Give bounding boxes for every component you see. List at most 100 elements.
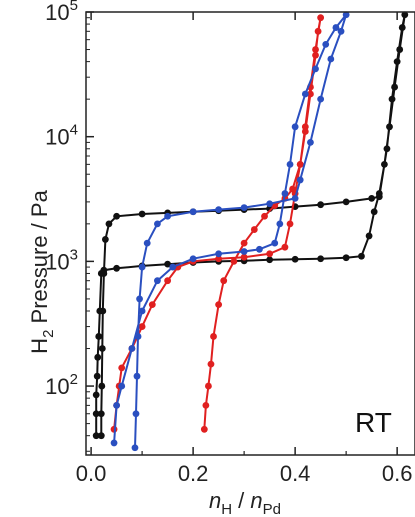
data-point [286,160,294,168]
data-point [154,277,161,285]
data-point [118,382,126,390]
data-point [169,263,177,271]
data-point [266,250,274,258]
data-point [230,257,238,265]
data-point [322,40,330,48]
data-point [97,410,105,418]
data-point [154,220,161,228]
data-point [132,410,140,418]
x-axis-label: nH / nPd [209,488,281,517]
data-point [342,254,350,262]
data-point [200,425,208,433]
plot-frame [85,11,415,456]
data-point [386,123,393,131]
data-point [312,65,319,73]
data-point [95,333,103,340]
axes: 0.0 0.2 0.4 0.6 102 103 104 105 [45,0,415,486]
data-point [113,401,121,409]
data-point [210,333,217,340]
data-point [317,255,325,263]
data-point [101,236,109,243]
data-point [110,439,118,447]
data-point [92,432,100,440]
x-tick-label: 0.2 [178,461,209,486]
data-point [317,14,325,22]
data-point [266,200,274,208]
data-point [240,239,248,247]
data-point [332,24,340,31]
data-point [138,307,146,315]
data-point [291,255,299,263]
data-point [128,345,136,352]
data-point [100,270,108,277]
data-point [261,212,268,220]
x-tick-label: 0.4 [280,461,311,486]
data-point [134,333,142,340]
data-point [113,212,121,220]
data-point [220,277,228,285]
data-point [271,239,279,247]
data-point [250,226,258,233]
data-point [138,263,146,271]
data-point [307,138,314,146]
data-point [383,145,391,153]
data-point [396,46,404,53]
y-tick-label: 102 [45,371,78,399]
data-point [93,372,101,380]
data-point [388,95,396,103]
data-point [240,248,248,255]
data-point [317,95,325,103]
data-point [215,250,223,258]
y-axis-label: H2 Pressure / Pa [27,189,57,353]
data-point [281,243,289,251]
y-tick-label: 103 [45,246,78,274]
data-point [164,260,172,268]
data-point [205,382,212,390]
data-point [312,46,319,53]
data-point [98,382,106,390]
data-point [189,208,197,216]
data-point [113,264,121,272]
data-point [215,301,223,309]
data-point [342,11,350,19]
data-point [138,210,146,218]
data-point [164,212,172,220]
data-point [391,83,398,91]
data-point [286,220,294,228]
data-point [393,58,401,66]
data-point [307,90,314,98]
data-point [276,220,284,228]
data-point [296,160,304,168]
series-line-2 [113,14,348,448]
data-point [301,90,309,98]
data-point [207,360,215,368]
data-point [240,253,248,261]
data-point [296,176,304,184]
data-point [358,252,365,260]
data-point [365,232,373,240]
data-point [98,345,106,352]
y-tick-label: 104 [45,122,78,150]
data-point [94,353,102,361]
data-point [281,190,289,197]
data-point [215,255,223,263]
data-point [202,401,210,409]
data-point [301,123,309,131]
data-point [342,198,350,206]
data-point [215,206,223,214]
data-point [401,11,409,19]
plot-area [92,11,409,452]
data-point [291,194,299,202]
data-point [314,27,322,35]
series-line-0 [95,14,406,436]
data-point [105,220,113,228]
data-point [398,24,406,31]
data-point [131,444,139,452]
data-point [189,255,197,263]
data-point [92,391,100,399]
data-point [380,160,388,168]
x-tick-label: 0.0 [76,461,107,486]
data-point [136,295,143,303]
data-point [118,364,126,372]
